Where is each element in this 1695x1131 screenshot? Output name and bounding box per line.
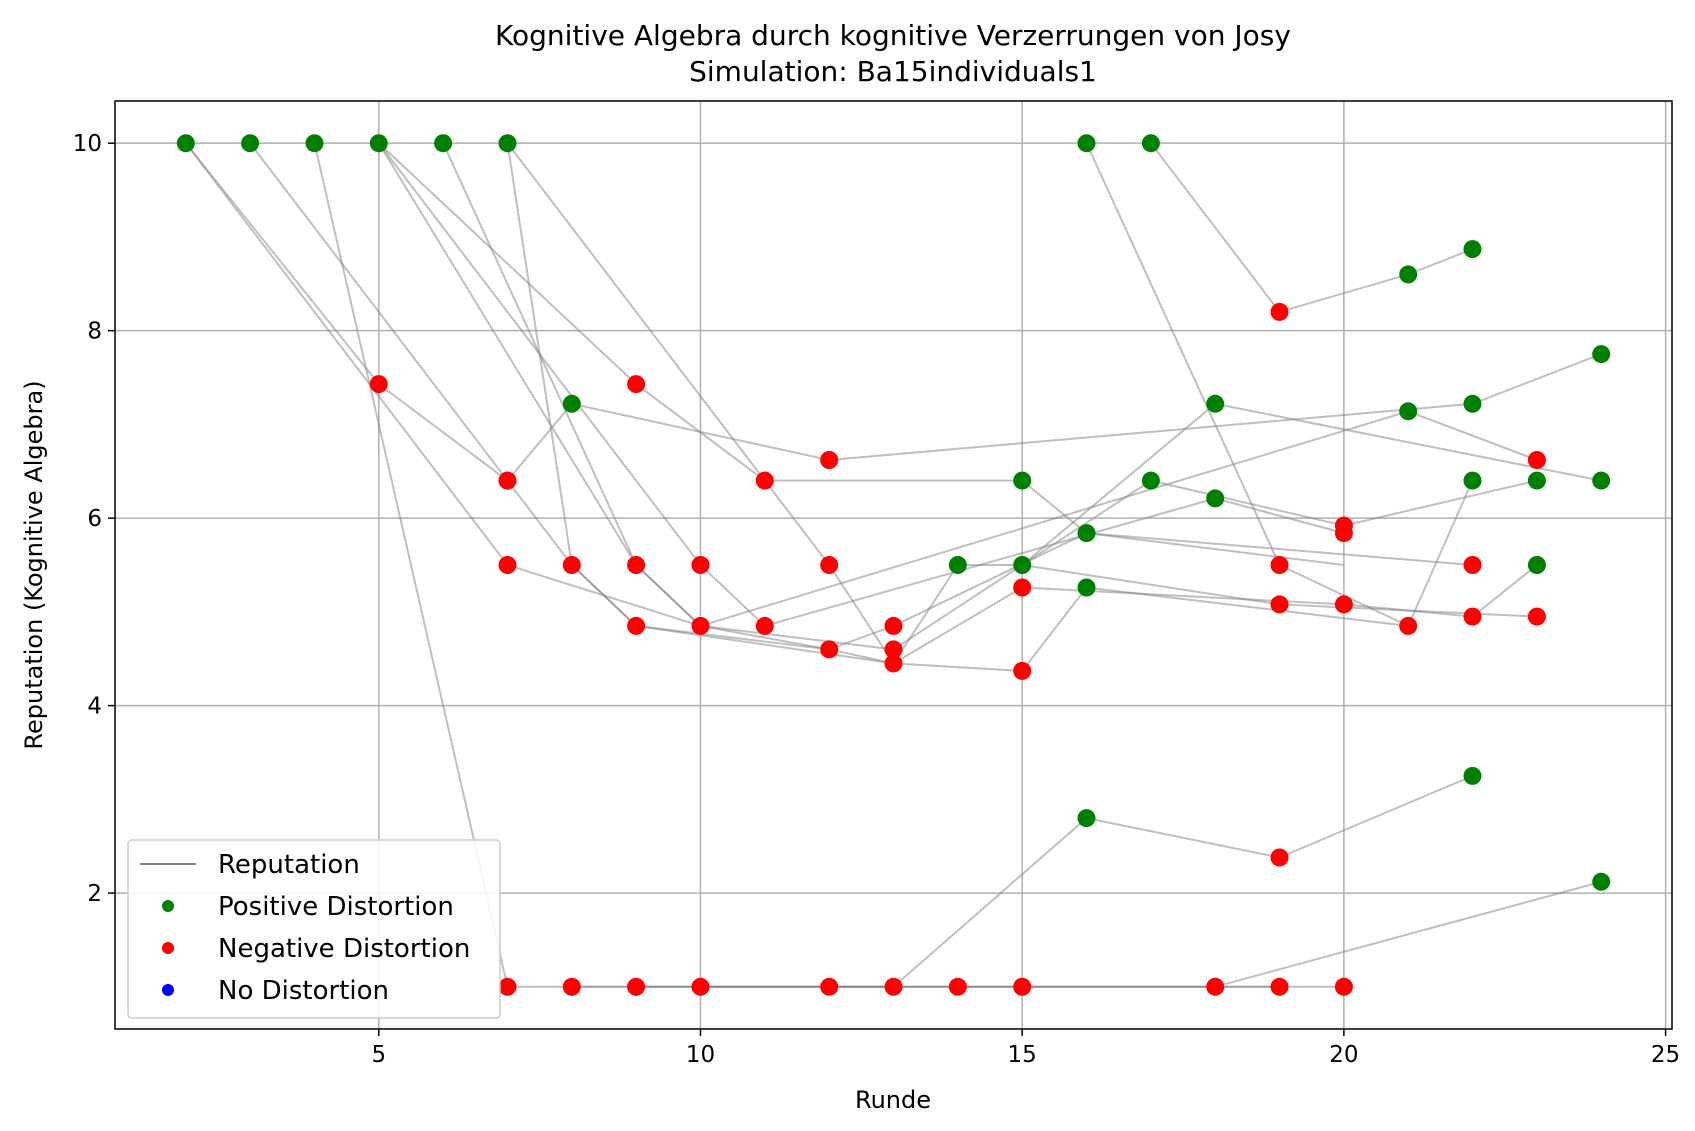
positive-distortion-point — [305, 134, 324, 153]
positive-distortion-point — [1463, 394, 1482, 413]
negative-distortion-point — [498, 977, 517, 996]
chart-subtitle: Simulation: Ba15individuals1 — [689, 55, 1097, 88]
positive-distortion-point — [1399, 265, 1418, 284]
x-tick-label: 15 — [1008, 1042, 1037, 1068]
negative-distortion-point — [562, 556, 581, 574]
positive-distortion-point — [1592, 345, 1611, 364]
positive-distortion-point — [1206, 394, 1225, 413]
plot-frame — [114, 100, 1673, 1030]
x-axis-label: Runde — [855, 1086, 931, 1114]
legend-marker-none — [162, 984, 174, 996]
positive-distortion-point — [176, 134, 195, 153]
legend-box — [127, 839, 501, 1019]
negative-distortion-point — [1527, 451, 1546, 469]
negative-distortion-point — [691, 977, 710, 996]
negative-distortion-point — [820, 556, 839, 574]
y-axis-label: Reputation (Kognitive Algebra) — [20, 380, 48, 749]
negative-distortion-point — [627, 616, 646, 635]
positive-distortion-point — [1077, 134, 1096, 153]
negative-distortion-point — [1399, 616, 1418, 635]
negative-distortion-point — [820, 451, 839, 469]
negative-distortion-point — [884, 977, 903, 996]
negative-distortion-point — [1334, 977, 1353, 996]
positive-distortion-point — [434, 134, 453, 153]
negative-distortion-point — [755, 471, 774, 490]
x-tick-label: 10 — [686, 1042, 715, 1068]
negative-distortion-point — [1206, 977, 1225, 996]
positive-distortion-point — [1592, 872, 1611, 891]
negative-distortion-point — [1013, 977, 1032, 996]
positive-distortion-point — [1206, 489, 1225, 508]
negative-distortion-point — [1334, 524, 1353, 543]
negative-distortion-point — [1013, 578, 1032, 597]
x-tick-label: 20 — [1329, 1042, 1358, 1068]
positive-distortion-point — [1141, 134, 1160, 153]
negative-distortion-point — [1270, 848, 1289, 867]
legend: Reputation Positive Distortion Negative … — [127, 839, 501, 1019]
negative-distortion-point — [369, 375, 388, 394]
negative-distortion-point — [1270, 302, 1289, 321]
legend-label-negative: Negative Distortion — [218, 934, 470, 964]
negative-distortion-point — [948, 977, 967, 996]
x-tick-label: 25 — [1651, 1042, 1680, 1068]
negative-distortion-point — [627, 375, 646, 394]
distortion-markers — [176, 134, 1611, 996]
negative-distortion-point — [755, 616, 774, 635]
reputation-line — [378, 142, 1473, 566]
positive-distortion-point — [1077, 578, 1096, 597]
positive-distortion-point — [1592, 471, 1611, 490]
negative-distortion-point — [1270, 595, 1289, 614]
reputation-line — [1150, 142, 1473, 314]
positive-distortion-point — [1463, 471, 1482, 490]
negative-distortion-point — [884, 616, 903, 635]
positive-distortion-point — [1527, 556, 1546, 574]
legend-label-reputation: Reputation — [218, 850, 360, 880]
negative-distortion-point — [1463, 556, 1482, 574]
negative-distortion-point — [498, 471, 517, 490]
legend-label-positive: Positive Distortion — [218, 892, 454, 922]
legend-marker-positive — [162, 900, 174, 912]
positive-distortion-point — [1013, 471, 1032, 490]
negative-distortion-point — [498, 556, 517, 574]
negative-distortion-point — [562, 977, 581, 996]
negative-distortion-point — [820, 977, 839, 996]
positive-distortion-point — [1141, 471, 1160, 490]
negative-distortion-point — [691, 616, 710, 635]
y-tick-label: 8 — [87, 319, 102, 345]
negative-distortion-point — [1270, 977, 1289, 996]
chart-title: Kognitive Algebra durch kognitive Verzer… — [495, 19, 1291, 52]
negative-distortion-point — [1527, 607, 1546, 626]
negative-distortion-point — [1463, 607, 1482, 626]
y-tick-label: 10 — [73, 131, 102, 157]
positive-distortion-point — [948, 556, 967, 574]
axis-ticks: 5 10 15 20 25 2 4 6 8 10 — [73, 131, 1680, 1068]
positive-distortion-point — [498, 134, 517, 153]
negative-distortion-point — [884, 640, 903, 659]
y-tick-label: 6 — [87, 506, 102, 532]
negative-distortion-point — [627, 977, 646, 996]
y-tick-label: 4 — [87, 694, 102, 720]
negative-distortion-point — [1270, 556, 1289, 574]
negative-distortion-point — [820, 640, 839, 659]
positive-distortion-point — [1077, 809, 1096, 828]
negative-distortion-point — [627, 556, 646, 574]
positive-distortion-point — [1527, 471, 1546, 490]
legend-marker-negative — [162, 942, 174, 954]
legend-label-none: No Distortion — [218, 976, 389, 1006]
positive-distortion-point — [1463, 766, 1482, 785]
x-tick-label: 5 — [371, 1042, 386, 1068]
positive-distortion-point — [1077, 524, 1096, 543]
positive-distortion-point — [241, 134, 260, 153]
positive-distortion-point — [562, 394, 581, 413]
negative-distortion-point — [691, 556, 710, 574]
negative-distortion-point — [1013, 661, 1032, 680]
negative-distortion-point — [884, 654, 903, 673]
y-tick-label: 2 — [87, 881, 102, 907]
positive-distortion-point — [1399, 402, 1418, 421]
negative-distortion-point — [1334, 595, 1353, 614]
positive-distortion-point — [1013, 556, 1032, 574]
positive-distortion-point — [1463, 240, 1482, 259]
positive-distortion-point — [369, 134, 388, 153]
